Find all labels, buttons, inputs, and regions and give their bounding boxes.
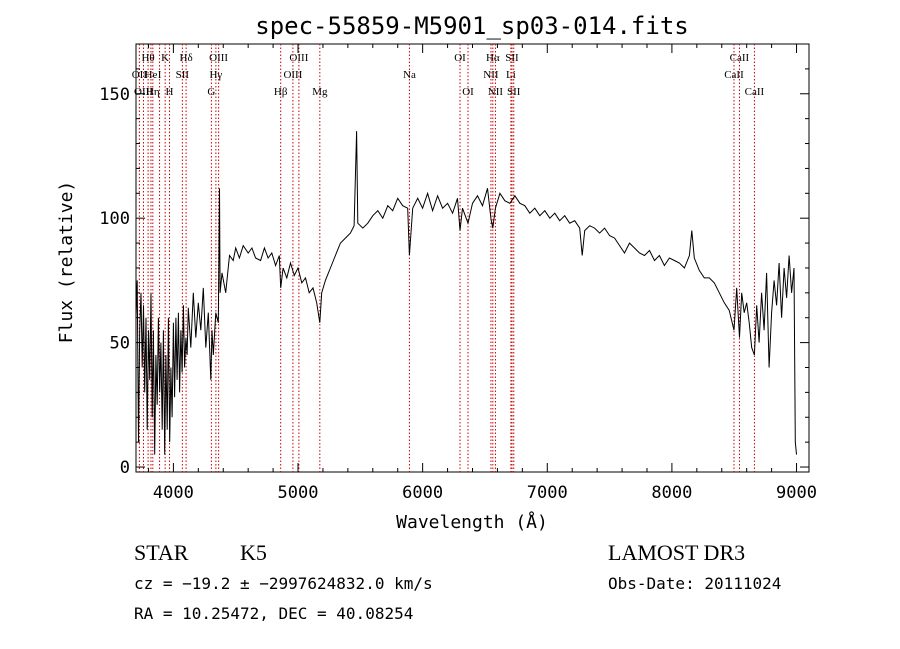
line-marker-label: OIII — [134, 86, 153, 98]
line-marker-label: OIII — [289, 52, 308, 64]
line-marker-label: CaII — [730, 52, 750, 64]
object-class: STAR — [134, 540, 189, 565]
line-marker-label: CaII — [724, 69, 744, 81]
x-tick-label: 5000 — [278, 483, 319, 503]
line-marker-label: SII — [507, 86, 521, 98]
spectrum-line — [135, 131, 797, 455]
y-tick-label: 0 — [120, 458, 130, 478]
line-marker-label: K — [161, 52, 169, 64]
line-marker-label: Hα — [486, 52, 500, 64]
x-axis-label: Wavelength (Å) — [396, 511, 548, 533]
coordinates-readout: RA = 10.25472, DEC = 40.08254 — [134, 604, 414, 623]
line-marker-label: OI — [454, 52, 466, 64]
line-marker-label: SII — [176, 69, 190, 81]
x-tick-label: 6000 — [402, 483, 443, 503]
plot-frame — [135, 43, 810, 473]
survey-name: LAMOST DR3 — [608, 540, 746, 565]
line-marker-label: CaII — [745, 86, 765, 98]
line-marker-label: OIII — [283, 69, 302, 81]
line-marker-label: G — [207, 86, 215, 98]
velocity-readout: cz = −19.2 ± −2997624832.0 km/s — [134, 574, 433, 593]
line-marker-label: Hδ — [180, 52, 193, 64]
line-marker-label: Hγ — [209, 69, 222, 81]
line-marker-label: Hβ — [274, 86, 288, 98]
line-marker-label: NII — [483, 69, 499, 81]
line-markers — [138, 44, 755, 472]
line-marker-label: OIII — [209, 52, 228, 64]
line-marker-label: OI — [462, 86, 474, 98]
y-tick-label: 100 — [99, 209, 130, 229]
line-marker-label: Hθ — [141, 52, 154, 64]
line-marker-label: Li — [506, 69, 516, 81]
chart-title: spec-55859-M5901_sp03-014.fits — [255, 12, 688, 40]
line-marker-label: NII — [488, 86, 504, 98]
axis-ticks: 4000 5000 6000 7000 8000 9000 0 50 100 150 — [99, 43, 817, 503]
line-marker-label: I — [158, 69, 162, 81]
observation-date: Obs-Date: 20111024 — [608, 574, 782, 593]
object-subclass: K5 — [240, 540, 267, 565]
x-tick-label: 9000 — [776, 483, 817, 503]
line-marker-label: Na — [403, 69, 416, 81]
x-tick-label: 8000 — [651, 483, 692, 503]
line-marker-labels: Hθ OII OIII He Hη K HI Hδ SII OIII Hγ G Hβ OIII OIII Mg… — [132, 52, 765, 98]
line-marker-label: Mg — [312, 86, 328, 98]
line-marker-label: OII — [132, 69, 148, 81]
x-tick-label: 7000 — [527, 483, 568, 503]
y-axis-label: Flux (relative) — [56, 181, 77, 344]
y-tick-label: 50 — [110, 334, 130, 354]
line-marker-label: He — [145, 69, 158, 81]
line-marker-label: Hη — [146, 86, 160, 98]
line-marker-label: SII — [505, 52, 519, 64]
x-tick-label: 4000 — [153, 483, 194, 503]
y-tick-label: 150 — [99, 85, 130, 105]
line-marker-label: H — [166, 86, 174, 98]
